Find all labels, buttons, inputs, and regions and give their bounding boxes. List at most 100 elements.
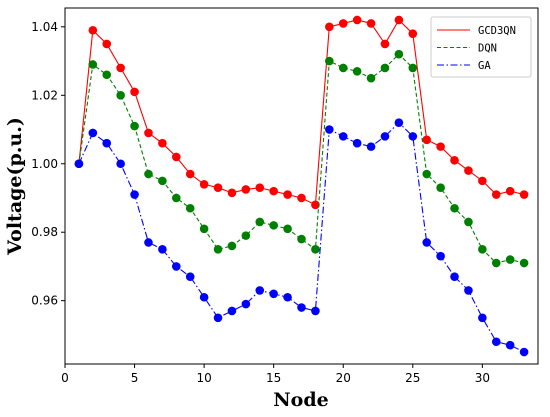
legend: GCD3QN DQN GA (430, 16, 532, 78)
data-point (241, 299, 251, 309)
data-point (171, 262, 181, 271)
data-point (102, 138, 112, 148)
data-point (199, 179, 209, 189)
data-point (505, 340, 515, 350)
data-point (450, 272, 459, 282)
data-point (352, 15, 362, 25)
x-tick-label: 15 (266, 371, 281, 385)
data-point (491, 337, 501, 347)
data-point (478, 313, 487, 323)
data-point (74, 159, 84, 169)
data-point (144, 169, 153, 179)
x-tick-label: 0 (61, 371, 69, 385)
data-point (116, 90, 125, 100)
data-point (102, 70, 112, 80)
data-point (394, 49, 404, 59)
data-point (519, 190, 529, 199)
data-point (116, 63, 125, 73)
data-point (366, 73, 376, 83)
data-point (505, 186, 515, 196)
data-point (116, 159, 125, 169)
data-point (464, 166, 473, 175)
data-point (130, 121, 139, 131)
data-point (394, 118, 404, 127)
x-tick-label: 20 (336, 371, 351, 385)
data-point (144, 128, 153, 138)
data-point (185, 203, 195, 213)
data-point (311, 306, 320, 316)
y-tick-label: 1.02 (31, 88, 58, 102)
data-point (283, 292, 292, 302)
data-point (171, 152, 181, 162)
data-point (255, 286, 265, 295)
y-axis-title: Voltage(p.u.) (4, 117, 26, 256)
series-line (78, 53, 525, 264)
data-point (213, 183, 223, 193)
data-point (199, 224, 209, 234)
data-point (450, 203, 459, 213)
data-point (213, 313, 223, 323)
data-point (199, 292, 209, 302)
data-point (325, 56, 334, 66)
data-point (311, 245, 320, 254)
data-point (283, 224, 292, 234)
x-tick-label: 25 (405, 371, 420, 385)
tick-layer: 0 5 10 15 20 25 30 0.96 0.98 1.00 1.02 1.04 (31, 20, 490, 385)
data-point (519, 258, 529, 268)
data-point (102, 39, 112, 49)
data-point (380, 132, 390, 141)
data-point (297, 193, 306, 203)
data-point (352, 138, 362, 148)
x-tick-label: 10 (196, 371, 211, 385)
x-tick-label: 5 (131, 371, 139, 385)
data-point (352, 67, 362, 76)
data-point (88, 128, 98, 138)
data-point (366, 19, 376, 28)
y-tick-label: 1.04 (31, 20, 58, 34)
data-point (171, 193, 181, 203)
data-point (519, 347, 529, 357)
x-tick-label: 30 (475, 371, 490, 385)
data-point (380, 39, 390, 49)
data-point (158, 138, 167, 148)
data-point (130, 87, 139, 97)
data-point (158, 176, 167, 186)
series-layer (74, 15, 529, 357)
data-point (408, 63, 418, 73)
data-point (269, 221, 278, 230)
data-point (436, 142, 445, 151)
data-point (338, 63, 348, 73)
y-tick-label: 1.00 (31, 157, 58, 171)
data-point (227, 241, 237, 251)
x-axis-title: Node (273, 389, 328, 411)
series-dqn (74, 49, 529, 268)
data-point (241, 185, 251, 194)
data-point (227, 188, 237, 198)
plot-frame (64, 7, 539, 365)
data-point (213, 245, 223, 254)
data-point (422, 169, 432, 179)
data-point (394, 15, 404, 25)
data-point (297, 303, 306, 312)
data-point (144, 238, 153, 247)
data-point (269, 289, 278, 299)
data-point (88, 25, 98, 35)
legend-label: GCD3QN (478, 25, 516, 37)
data-point (380, 63, 390, 73)
data-point (478, 245, 487, 254)
data-point (130, 190, 139, 199)
data-point (255, 217, 265, 227)
data-point (338, 19, 348, 28)
data-point (422, 238, 432, 247)
legend-box (430, 16, 532, 78)
data-point (408, 132, 418, 141)
y-tick-label: 0.96 (31, 294, 58, 308)
data-point (297, 234, 306, 244)
data-point (325, 125, 334, 134)
data-point (185, 272, 195, 282)
series-gcd3qn (74, 15, 529, 210)
data-point (269, 186, 278, 196)
data-point (241, 231, 251, 240)
legend-label: GA (478, 60, 491, 72)
